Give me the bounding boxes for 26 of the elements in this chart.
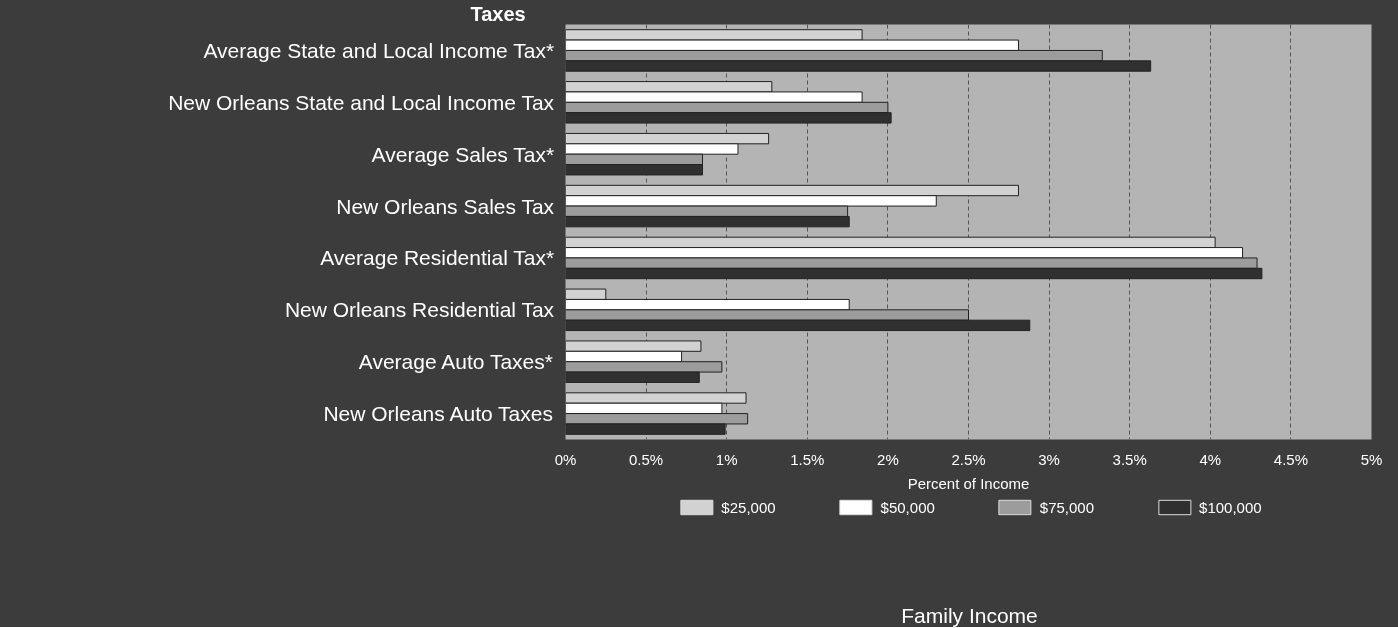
x-tick-label: 5% bbox=[1360, 450, 1383, 468]
y-tick-label: New Orleans State and Local Income Tax bbox=[168, 90, 555, 114]
y-tick-label: Average Residential Tax* bbox=[320, 246, 555, 270]
y-tick-label: New Orleans Residential Tax bbox=[284, 298, 555, 322]
y-axis-title: Taxes bbox=[470, 2, 526, 25]
x-tick-label: 0.5% bbox=[629, 450, 664, 468]
x-axis-title: Percent of Income bbox=[907, 474, 1030, 492]
x-tick-label: 4% bbox=[1199, 450, 1222, 468]
y-tick-label: Average Auto Taxes* bbox=[358, 350, 553, 374]
legend-label: $100,000 bbox=[1199, 498, 1262, 516]
x-tick-label: 3.5% bbox=[1112, 450, 1147, 468]
y-tick-label: New Orleans Sales Tax bbox=[336, 194, 555, 218]
x-tick-label: 0% bbox=[554, 450, 577, 468]
legend-title: Family Income bbox=[901, 603, 1038, 627]
x-tick-label: 2.5% bbox=[951, 450, 986, 468]
x-tick-label: 1% bbox=[715, 450, 738, 468]
legend-label: $25,000 bbox=[721, 498, 776, 516]
y-tick-label: Average Sales Tax* bbox=[371, 142, 555, 166]
x-tick-label: 2% bbox=[877, 450, 899, 468]
x-tick-label: 3% bbox=[1038, 450, 1060, 468]
legend-label: $75,000 bbox=[1039, 498, 1095, 516]
y-tick-label: New Orleans Auto Taxes bbox=[323, 402, 553, 426]
y-tick-label: Average State and Local Income Tax* bbox=[203, 38, 555, 62]
x-tick-label: 4.5% bbox=[1273, 450, 1309, 468]
x-tick-label: 1.5% bbox=[790, 450, 825, 468]
legend-label: $50,000 bbox=[880, 498, 935, 516]
